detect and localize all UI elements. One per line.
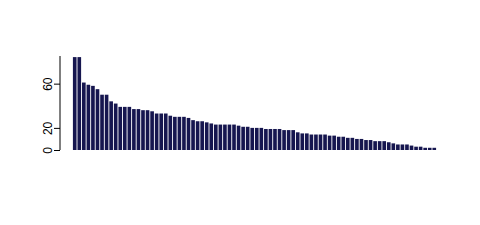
svg-text:0: 0 [41, 147, 55, 154]
svg-text:60: 60 [41, 77, 55, 91]
svg-text:20: 20 [41, 121, 55, 135]
